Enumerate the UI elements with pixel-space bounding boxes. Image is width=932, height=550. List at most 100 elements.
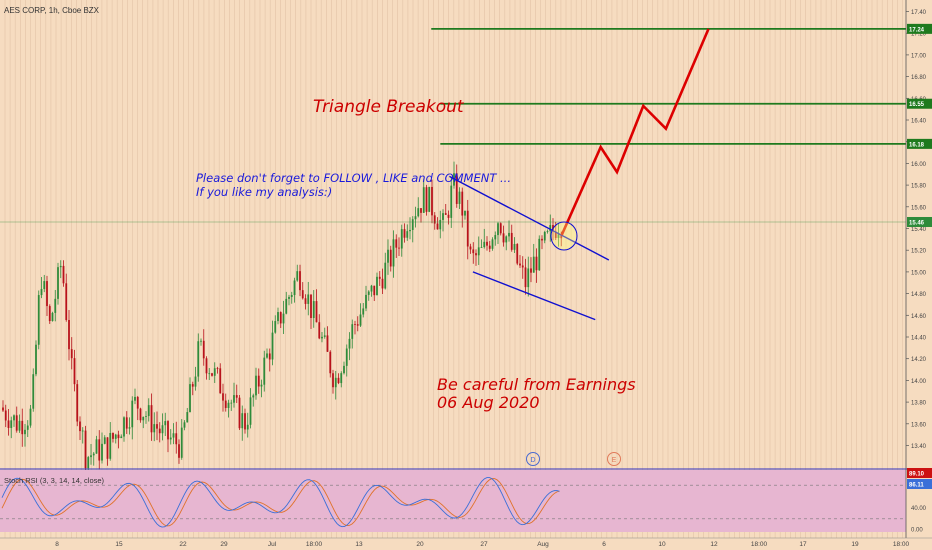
candle-body	[513, 243, 516, 250]
candle-body	[362, 308, 365, 315]
candle-body	[37, 295, 40, 345]
candle-body	[439, 219, 442, 230]
candle-body	[472, 249, 475, 254]
price-tick-label: 13.80	[911, 401, 927, 407]
candle-body	[109, 433, 112, 459]
time-tick-label: 15	[115, 541, 123, 548]
candle-body	[98, 439, 101, 461]
candle-body	[395, 239, 398, 248]
price-label-box	[907, 98, 932, 109]
candle-body	[321, 336, 323, 339]
candle-body	[285, 298, 288, 314]
candle-body	[26, 425, 29, 430]
candle-body	[373, 285, 376, 296]
candle-body	[81, 430, 84, 432]
candle-body	[532, 256, 535, 273]
indicator-tick-label: 0.00	[911, 528, 923, 534]
candle-body	[219, 368, 222, 394]
price-tick-label: 14.00	[911, 379, 927, 385]
indicator-label: Stoch RSI (3, 3, 14, 14, close)	[4, 476, 105, 485]
annotation-follow-line2: If you like my analysis:)	[196, 185, 332, 199]
time-tick-label: 19	[851, 541, 859, 548]
time-tick-label: 17	[799, 541, 807, 548]
price-label-text: 15.46	[909, 220, 925, 226]
price-tick-label: 15.60	[911, 205, 927, 211]
candle-body	[304, 298, 307, 304]
candle-body	[288, 296, 290, 299]
price-candles	[0, 161, 906, 482]
candle-body	[233, 395, 235, 403]
candle-body	[13, 415, 15, 421]
candle-body	[205, 358, 208, 374]
dividend-marker[interactable]	[526, 452, 540, 466]
price-label-text: 16.18	[909, 142, 925, 148]
candle-body	[158, 428, 161, 434]
annotation-follow-line1: Please don't forget to FOLLOW , LIKE and…	[196, 171, 511, 185]
candle-body	[502, 233, 505, 243]
candle-body	[486, 241, 488, 246]
candle-body	[194, 376, 197, 387]
candle-body	[57, 267, 59, 299]
candle-body	[392, 239, 395, 267]
candle-body	[136, 396, 139, 409]
candle-body	[246, 424, 249, 430]
candle-body	[376, 276, 378, 296]
candle-body	[447, 214, 450, 218]
candle-body	[431, 186, 433, 216]
time-tick-label: 10	[658, 541, 666, 548]
time-tick-label: 18:00	[893, 541, 910, 548]
projection-path	[560, 28, 710, 236]
candle-body	[318, 322, 321, 339]
indicator-tick-label: 40.00	[911, 506, 927, 512]
candle-body	[21, 420, 24, 435]
time-tick-label: 18:00	[751, 541, 768, 548]
candle-body	[307, 294, 310, 304]
candle-body	[153, 424, 156, 433]
indicator-label-box	[907, 479, 932, 489]
candle-body	[340, 373, 343, 384]
candle-body	[494, 235, 497, 240]
price-tick-label: 13.60	[911, 422, 927, 428]
candle-body	[560, 234, 563, 239]
earnings-marker[interactable]	[607, 452, 621, 466]
candle-body	[183, 422, 186, 428]
candle-body	[180, 427, 183, 458]
price-label-text: 17.24	[909, 27, 925, 33]
time-tick-label: 6	[602, 541, 606, 548]
candle-body	[147, 405, 150, 417]
candle-body	[268, 353, 271, 360]
stoch-d-line	[1, 478, 560, 527]
time-tick-label: Aug	[537, 541, 549, 548]
candle-body	[464, 210, 466, 216]
candle-body	[398, 247, 400, 249]
price-tick-label: 16.00	[911, 162, 927, 168]
candle-body	[384, 262, 387, 289]
candle-body	[510, 232, 513, 250]
candle-body	[450, 185, 453, 218]
dividend-marker-label: D	[530, 457, 535, 464]
price-tick-label: 15.40	[911, 227, 927, 233]
candle-body	[442, 213, 444, 220]
candle-body	[142, 416, 145, 421]
annotation-earnings-line1: Be careful from Earnings	[437, 375, 636, 394]
candle-body	[156, 424, 158, 429]
candle-body	[114, 434, 117, 439]
candle-body	[73, 358, 76, 385]
indicator-label-box	[907, 468, 932, 478]
candle-body	[76, 384, 79, 422]
candle-body	[65, 283, 68, 321]
candle-body	[455, 173, 458, 204]
candle-body	[477, 247, 480, 256]
candle-body	[425, 187, 428, 212]
candle-body	[43, 281, 46, 290]
candle-body	[365, 294, 367, 309]
candle-body	[549, 225, 552, 232]
candle-body	[310, 294, 312, 318]
candle-body	[125, 417, 128, 429]
candle-body	[29, 408, 32, 426]
candle-body	[343, 365, 345, 374]
price-tick-label: 15.00	[911, 270, 927, 276]
candle-body	[411, 219, 414, 230]
